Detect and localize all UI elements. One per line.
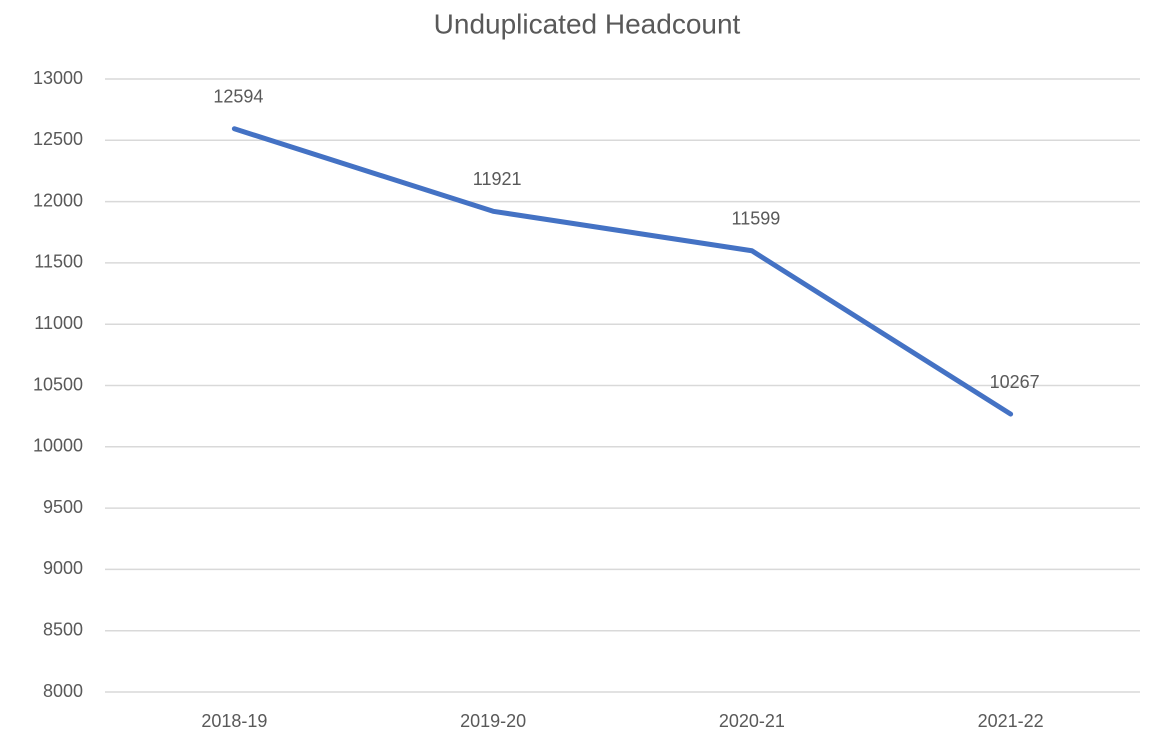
y-tick-label: 13000 <box>33 68 83 88</box>
y-tick-label: 11000 <box>34 313 83 333</box>
data-label: 12594 <box>213 87 263 107</box>
x-tick-label: 2019-20 <box>460 711 526 731</box>
y-tick-label: 8000 <box>43 681 83 701</box>
y-tick-label: 12000 <box>33 190 83 210</box>
data-label: 11921 <box>473 169 522 189</box>
y-tick-label: 8500 <box>43 619 83 639</box>
data-label: 11599 <box>732 209 781 229</box>
y-tick-label: 9500 <box>43 497 83 517</box>
x-tick-label: 2018-19 <box>201 711 267 731</box>
x-tick-label: 2021-22 <box>978 711 1044 731</box>
line-series <box>231 126 1014 417</box>
y-tick-label: 11500 <box>34 252 83 272</box>
data-label: 10267 <box>990 372 1040 392</box>
chart-title: Unduplicated Headcount <box>434 8 741 39</box>
y-tick-label: 12500 <box>33 129 83 149</box>
x-tick-label: 2020-21 <box>719 711 785 731</box>
y-tick-label: 10500 <box>33 374 83 394</box>
y-tick-label: 9000 <box>43 558 83 578</box>
y-tick-label: 10000 <box>33 436 83 456</box>
